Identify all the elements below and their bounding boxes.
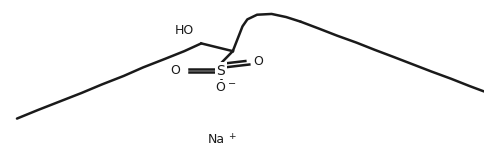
- Text: Na: Na: [207, 133, 224, 146]
- Text: HO: HO: [174, 24, 194, 38]
- Text: O: O: [170, 64, 180, 77]
- Text: +: +: [227, 132, 235, 141]
- Text: S: S: [216, 64, 225, 78]
- Text: O: O: [215, 81, 225, 94]
- Text: −: −: [228, 79, 236, 89]
- Text: O: O: [253, 55, 262, 68]
